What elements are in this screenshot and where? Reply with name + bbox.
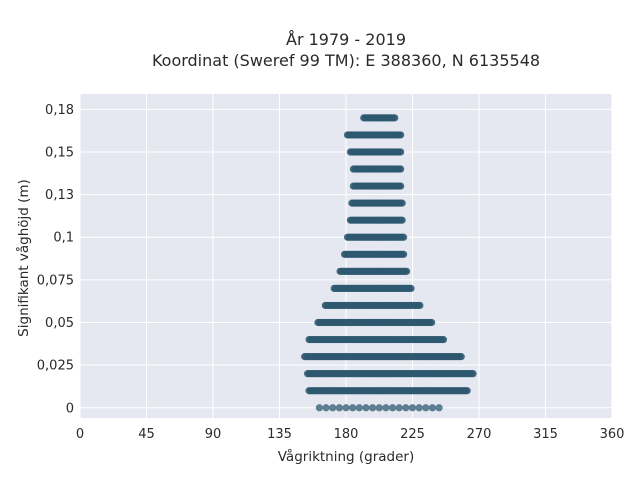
data-point xyxy=(428,318,436,327)
data-point xyxy=(398,216,406,224)
chart-title-line1: År 1979 - 2019 xyxy=(286,30,406,49)
data-point xyxy=(397,165,405,173)
data-point xyxy=(397,148,405,156)
data-point xyxy=(397,131,405,139)
data-points xyxy=(301,114,477,412)
x-tick-label: 180 xyxy=(334,427,359,442)
y-tick-label: 0,075 xyxy=(37,273,74,288)
data-point xyxy=(397,182,405,190)
data-point xyxy=(415,404,423,412)
x-tick-label: 270 xyxy=(467,427,492,442)
y-axis-label: Signifikant våghöjd (m) xyxy=(15,179,32,337)
y-tick-label: 0,1 xyxy=(53,231,74,246)
data-point xyxy=(400,233,408,241)
data-point xyxy=(382,404,390,412)
data-point xyxy=(400,250,408,258)
y-tick-label: 0,025 xyxy=(37,359,74,374)
data-point xyxy=(395,404,403,412)
y-tick-label: 0,18 xyxy=(45,103,74,118)
y-tick-label: 0 xyxy=(66,401,74,416)
data-point xyxy=(342,404,350,412)
data-point xyxy=(439,335,448,344)
x-tick-labels: 0 45 90 135 180 225 270 315 360 xyxy=(76,427,625,442)
data-point xyxy=(428,404,437,412)
y-tick-labels: 0 0,025 0,05 0,075 0,1 0,13 0,15 0,18 xyxy=(37,103,74,416)
x-tick-label: 45 xyxy=(138,427,155,442)
x-tick-label: 225 xyxy=(400,427,425,442)
data-point xyxy=(369,404,377,412)
data-point xyxy=(362,404,370,412)
data-point xyxy=(402,267,411,275)
y-tick-label: 0,15 xyxy=(45,145,74,160)
data-point xyxy=(408,404,417,412)
x-tick-label: 315 xyxy=(533,427,558,442)
data-point xyxy=(322,404,330,412)
data-point xyxy=(335,404,343,412)
x-tick-label: 360 xyxy=(600,427,625,442)
data-point xyxy=(329,404,337,412)
x-tick-label: 90 xyxy=(205,427,222,442)
data-point xyxy=(407,284,415,292)
data-point xyxy=(388,404,397,412)
data-point xyxy=(469,370,477,378)
x-tick-label: 135 xyxy=(267,427,292,442)
data-point xyxy=(398,199,406,207)
data-point xyxy=(422,404,430,412)
x-tick-label: 0 xyxy=(76,427,84,442)
data-point xyxy=(463,387,471,395)
data-point xyxy=(402,404,410,412)
y-tick-label: 0,13 xyxy=(45,188,74,203)
x-axis-label: Vågriktning (grader) xyxy=(278,448,415,465)
data-point xyxy=(435,404,443,412)
chart-title-line2: Koordinat (Sweref 99 TM): E 388360, N 61… xyxy=(152,51,540,70)
data-point xyxy=(349,404,357,412)
data-point xyxy=(416,301,424,310)
data-point xyxy=(315,404,323,412)
data-point xyxy=(391,114,399,122)
data-point xyxy=(457,353,465,361)
data-point xyxy=(355,404,363,412)
data-point xyxy=(375,404,383,412)
x-gridlines xyxy=(79,94,613,418)
y-tick-label: 0,05 xyxy=(45,316,74,331)
